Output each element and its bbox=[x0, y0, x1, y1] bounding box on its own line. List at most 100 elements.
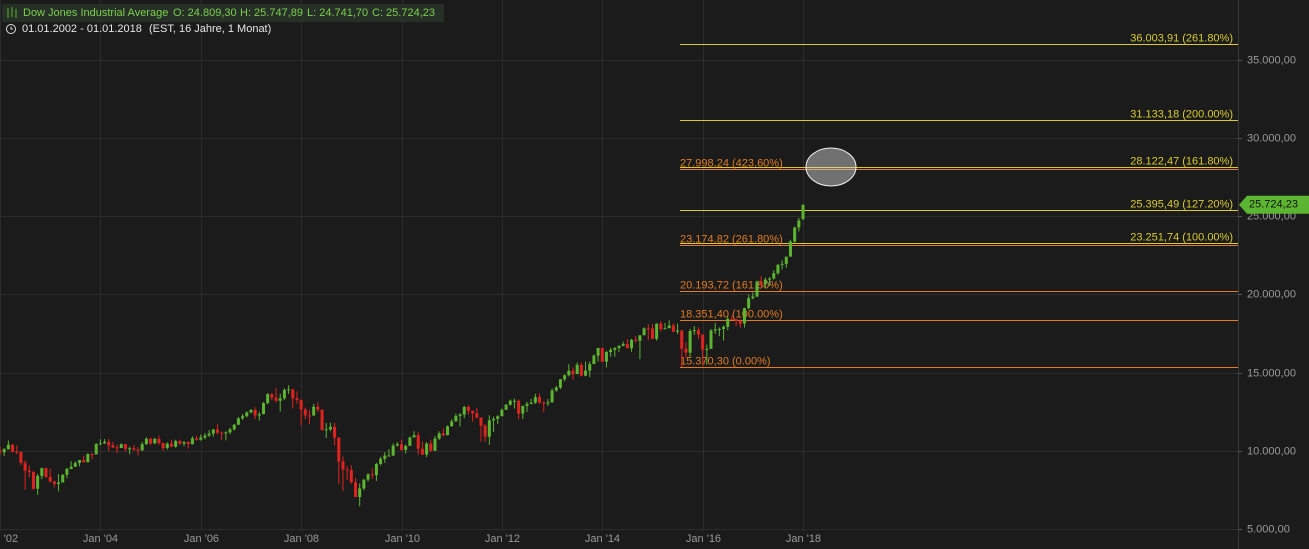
candle-body bbox=[345, 469, 349, 471]
candle-body bbox=[496, 416, 500, 419]
candle-body bbox=[558, 379, 562, 388]
candle-body bbox=[763, 279, 767, 285]
candle-body bbox=[529, 402, 533, 404]
candle-body bbox=[521, 405, 525, 414]
candle-body bbox=[0, 450, 2, 453]
candle-body bbox=[684, 348, 688, 353]
candle-body bbox=[441, 433, 445, 436]
candle-body bbox=[261, 403, 265, 415]
candle-body bbox=[696, 330, 700, 335]
candle-body bbox=[220, 432, 224, 434]
candle-body bbox=[747, 298, 751, 309]
x-tick-label: Jan '04 bbox=[83, 533, 118, 545]
candle-body bbox=[320, 409, 324, 430]
candle-body bbox=[742, 308, 746, 324]
candle-body bbox=[328, 426, 332, 430]
candle-body bbox=[349, 470, 353, 483]
candle-body bbox=[768, 278, 772, 280]
candle-body bbox=[282, 389, 286, 399]
candle-body bbox=[462, 406, 466, 415]
fib-label: 23.174,82 (261.80%) bbox=[680, 233, 783, 245]
candle-body bbox=[793, 227, 797, 242]
candle-body bbox=[400, 444, 404, 450]
fib-label: 23.251,74 (100.00%) bbox=[1130, 231, 1233, 243]
candle-body bbox=[278, 398, 282, 401]
candle-body bbox=[634, 339, 638, 341]
candle-body bbox=[404, 445, 408, 450]
y-tick-label: 15.000,00 bbox=[1247, 367, 1296, 379]
candle-body bbox=[776, 264, 780, 274]
y-tick-label: 20.000,00 bbox=[1247, 288, 1296, 300]
fib-label: 27.998,24 (423.60%) bbox=[680, 157, 783, 169]
candle-body bbox=[525, 403, 529, 406]
candle-body bbox=[563, 375, 567, 380]
candle-body bbox=[383, 455, 387, 459]
candles bbox=[0, 204, 805, 507]
candle-body bbox=[395, 444, 399, 446]
candle-body bbox=[567, 370, 571, 376]
header-close: C: 25.724,23 bbox=[372, 7, 435, 19]
last-price-tag bbox=[1239, 195, 1309, 214]
candle-body bbox=[688, 331, 692, 353]
fib-label: 15.370,30 (0.00%) bbox=[680, 355, 771, 367]
candle-body bbox=[722, 326, 726, 329]
candle-body bbox=[621, 344, 625, 346]
candle-body bbox=[136, 449, 140, 451]
y-tick-label: 35.000,00 bbox=[1247, 54, 1296, 66]
fib-label: 28.122,47 (161.80%) bbox=[1130, 155, 1233, 167]
candle-body bbox=[646, 328, 650, 330]
candle-body bbox=[604, 352, 608, 362]
x-tick-label: Jan '08 bbox=[284, 533, 319, 545]
candle-body bbox=[2, 449, 6, 453]
candle-body bbox=[730, 318, 734, 320]
candle-body bbox=[738, 320, 742, 324]
candle-body bbox=[211, 429, 215, 434]
candle-body bbox=[571, 370, 575, 375]
candle-body bbox=[479, 417, 483, 426]
candle-body bbox=[709, 330, 713, 349]
candle-body bbox=[630, 339, 634, 349]
y-tick-label: 5.000,00 bbox=[1247, 523, 1290, 535]
candle-body bbox=[504, 404, 508, 410]
candle-body bbox=[190, 438, 194, 445]
fib-label: 36.003,91 (261.80%) bbox=[1130, 32, 1233, 44]
candle-body bbox=[341, 461, 345, 470]
candle-body bbox=[203, 435, 207, 438]
candle-body bbox=[483, 425, 487, 437]
candle-body bbox=[717, 328, 721, 330]
candle-body bbox=[115, 447, 119, 449]
candle-body bbox=[538, 397, 542, 403]
candle-body bbox=[94, 443, 98, 455]
candle-body bbox=[358, 488, 362, 498]
candle-body bbox=[584, 370, 588, 376]
candle-body bbox=[207, 433, 211, 436]
candle-body bbox=[508, 400, 512, 405]
candle-body bbox=[533, 397, 537, 403]
candle-body bbox=[253, 409, 257, 416]
x-tick-label: Jan '14 bbox=[585, 533, 620, 545]
candle-body bbox=[299, 399, 303, 410]
candle-body bbox=[228, 429, 232, 433]
date-range: 01.01.2002 - 01.01.2018 bbox=[22, 23, 142, 35]
candle-body bbox=[433, 438, 437, 451]
fib-label: 25.395,49 (127.20%) bbox=[1130, 198, 1233, 210]
candle-body bbox=[132, 448, 136, 450]
candle-body bbox=[111, 445, 115, 448]
candle-body bbox=[542, 402, 546, 404]
date-info: (EST, 16 Jahre, 1 Monat) bbox=[149, 23, 271, 35]
x-tick-label: Jan '12 bbox=[485, 533, 520, 545]
header-high: H: 25.747,89 bbox=[240, 7, 303, 19]
candle-body bbox=[123, 444, 127, 449]
candle-body bbox=[128, 448, 132, 450]
clock-icon bbox=[6, 24, 16, 34]
candle-body bbox=[249, 409, 253, 413]
candle-body bbox=[19, 452, 23, 463]
candle-body bbox=[169, 443, 173, 447]
candle-body bbox=[500, 409, 504, 417]
candle-body bbox=[15, 451, 19, 453]
candle-body bbox=[759, 281, 763, 285]
candle-body bbox=[140, 444, 144, 451]
candle-body bbox=[224, 432, 228, 434]
